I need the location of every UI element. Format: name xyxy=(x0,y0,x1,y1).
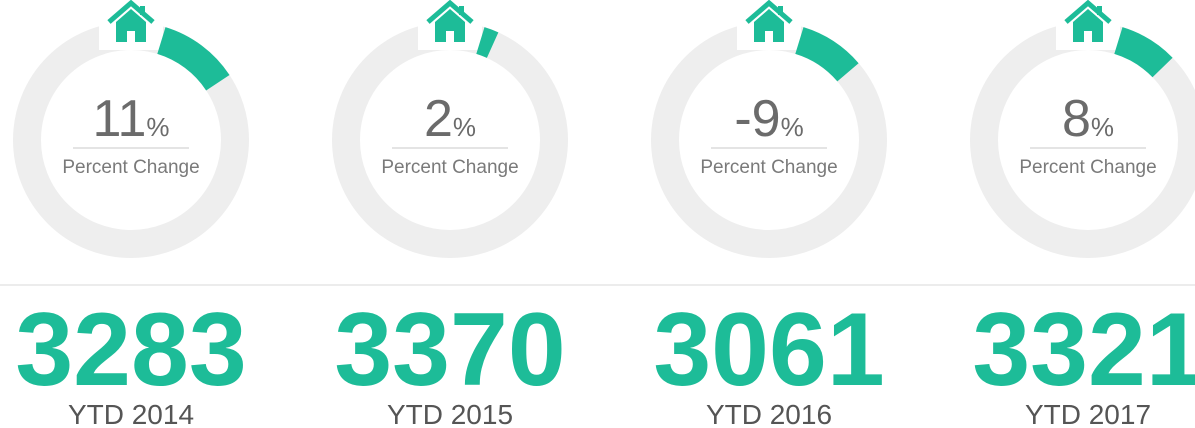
percent-unit: % xyxy=(1091,112,1114,142)
percent-number: 2 xyxy=(424,90,453,148)
house-body xyxy=(1073,9,1103,42)
percent-number: 11 xyxy=(92,90,146,148)
house-roof xyxy=(426,0,474,24)
period-label: YTD 2015 xyxy=(387,399,513,428)
percent-caption: Percent Change xyxy=(62,157,199,178)
house-roof xyxy=(1064,0,1112,24)
house-chimney xyxy=(140,6,145,15)
percent-value: 2% xyxy=(424,90,476,148)
total-value: 3061 xyxy=(653,292,884,408)
house-chimney xyxy=(778,6,783,15)
house-roof xyxy=(745,0,793,24)
house-body xyxy=(116,9,146,42)
house-body xyxy=(435,9,465,42)
gauge-arc xyxy=(794,27,859,82)
total-value: 3283 xyxy=(15,292,246,408)
percent-unit: % xyxy=(453,112,476,142)
total-value: 3321 xyxy=(972,292,1195,408)
house-chimney xyxy=(1097,6,1102,15)
house-icon xyxy=(745,0,793,42)
house-icon xyxy=(1064,0,1112,42)
percent-unit: % xyxy=(781,112,804,142)
house-body xyxy=(754,9,784,42)
house-chimney xyxy=(459,6,464,15)
percent-value: -9% xyxy=(734,90,803,148)
total-value: 3370 xyxy=(334,292,565,408)
percent-caption: Percent Change xyxy=(381,157,518,178)
percent-caption: Percent Change xyxy=(700,157,837,178)
percent-number: -9 xyxy=(734,90,780,148)
percent-unit: % xyxy=(146,112,169,142)
period-label: YTD 2014 xyxy=(68,399,194,428)
house-icon xyxy=(107,0,155,42)
gauge-arc xyxy=(156,27,230,91)
period-label: YTD 2017 xyxy=(1025,399,1151,428)
percent-caption: Percent Change xyxy=(1019,157,1156,178)
percent-value: 11% xyxy=(92,90,169,148)
house-roof xyxy=(107,0,155,24)
percent-number: 8 xyxy=(1062,90,1091,148)
gauge-arc xyxy=(1113,27,1173,78)
house-icon xyxy=(426,0,474,42)
period-label: YTD 2016 xyxy=(706,399,832,428)
percent-value: 8% xyxy=(1062,90,1114,148)
gauge-arc xyxy=(476,27,499,58)
